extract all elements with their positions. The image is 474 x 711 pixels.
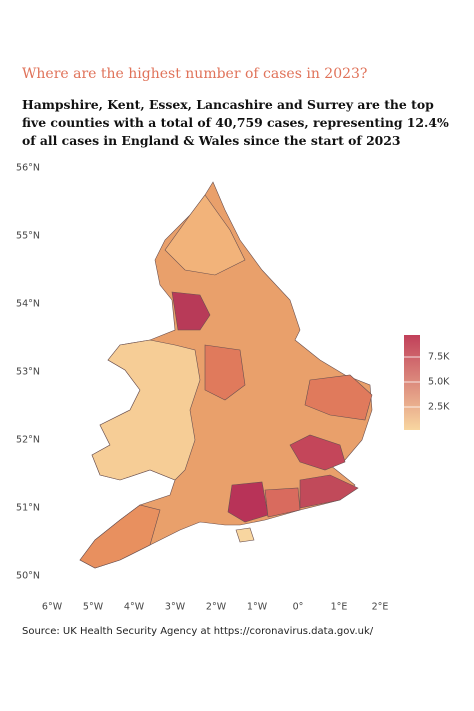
region [235, 527, 255, 543]
y-tick-label: 55°N [16, 231, 40, 242]
colorbar-tick-label: 2.5K [428, 402, 450, 413]
colorbar-tick-label: 5.0K [428, 377, 450, 388]
colorbar [404, 335, 420, 430]
region [171, 291, 211, 331]
x-tick-label: 4°W [124, 602, 145, 613]
region [304, 374, 373, 421]
x-tick-label: 6°W [42, 602, 63, 613]
region [299, 474, 359, 509]
x-tick-label: 1°E [331, 602, 348, 613]
y-tick-label: 56°N [16, 163, 40, 174]
region [289, 434, 346, 471]
y-tick-label: 53°N [16, 367, 40, 378]
region [264, 487, 301, 518]
x-tick-label: 0° [293, 602, 304, 613]
x-tick-label: 2°W [206, 602, 227, 613]
x-tick-label: 3°W [165, 602, 186, 613]
y-tick-label: 50°N [16, 571, 40, 582]
y-tick-label: 51°N [16, 503, 40, 514]
map-regions [79, 181, 373, 569]
x-tick-label: 1°W [247, 602, 268, 613]
chart-subtitle: Hampshire, Kent, Essex, Lancashire and S… [22, 97, 449, 148]
region [91, 339, 201, 481]
region [227, 481, 269, 523]
y-tick-label: 52°N [16, 435, 40, 446]
chart-title: Where are the highest number of cases in… [22, 66, 368, 82]
x-tick-label: 5°W [83, 602, 104, 613]
region [79, 504, 161, 569]
source-note: Source: UK Health Security Agency at htt… [22, 626, 374, 637]
region [164, 194, 246, 276]
region [204, 344, 246, 401]
x-tick-label: 2°E [372, 602, 389, 613]
y-tick-label: 54°N [16, 299, 40, 310]
colorbar-tick-label: 7.5K [428, 352, 450, 363]
